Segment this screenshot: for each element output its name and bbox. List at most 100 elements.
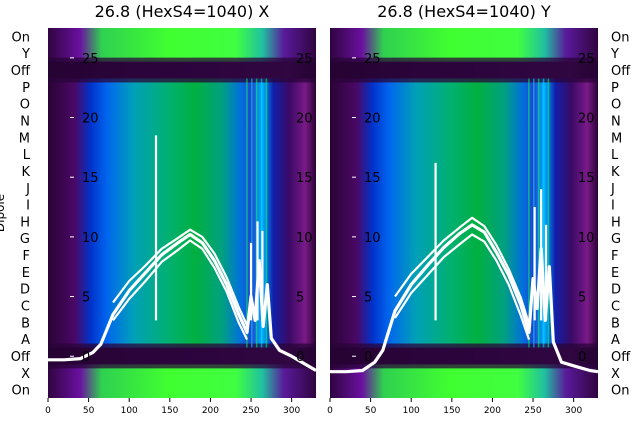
heatmap-row [330, 128, 598, 147]
overlay-tick-label-right: 10 [296, 231, 313, 246]
row-label: P [22, 81, 30, 96]
heatmap [330, 28, 598, 398]
heatmap-row [330, 78, 598, 96]
heatmap-row [48, 213, 316, 231]
heatmap-off-band [330, 57, 598, 83]
row-label: O [611, 98, 621, 113]
heatmap-row [48, 246, 316, 265]
chart-panel-x: 26.8 (HexS4=1040) X 0 0 5 5 10 10 15 15 20 20 25 25 O… [0, 2, 316, 416]
heatmap-row [330, 162, 598, 180]
row-label: L [611, 148, 619, 163]
row-label: On [611, 384, 629, 399]
row-label: D [611, 283, 621, 298]
overlay-tick-label-right: 0 [296, 350, 304, 365]
row-label: X [21, 367, 30, 382]
overlay-series-line [330, 223, 598, 374]
overlay-lines [330, 162, 598, 374]
row-label: K [611, 165, 620, 180]
row-label: M [19, 131, 30, 146]
row-label: Y [610, 47, 619, 62]
chart-title: 26.8 (HexS4=1040) X [95, 2, 270, 21]
row-label: J [610, 182, 615, 197]
overlay-tick-label: 5 [364, 291, 372, 306]
heatmap-row [48, 112, 316, 130]
row-label: I [26, 199, 30, 214]
heatmap-row [330, 179, 598, 197]
overlay-tick-label-right: 20 [578, 112, 595, 127]
heatmap-row [330, 112, 598, 130]
heatmap-row [330, 28, 598, 46]
heatmap-row [48, 381, 316, 398]
x-tick-label: 200 [484, 406, 501, 416]
overlay-tick-label: 25 [364, 52, 381, 67]
row-label: K [21, 165, 30, 180]
overlay-tick-label: 5 [82, 291, 90, 306]
x-tick-label: 250 [242, 406, 259, 416]
overlay-tick-label: 10 [364, 231, 381, 246]
x-tick-label: 300 [565, 406, 582, 416]
row-label: J [25, 182, 30, 197]
overlay-series-line [112, 239, 248, 340]
heatmap-streak [547, 78, 550, 348]
heatmap-row [330, 246, 598, 265]
heatmap-streak [537, 78, 540, 348]
overlay-tick-label-right: 10 [578, 231, 595, 246]
row-label: H [20, 215, 30, 230]
heatmap-off-band [330, 343, 598, 369]
heatmap-row [48, 28, 316, 46]
row-label: On [12, 30, 30, 45]
heatmap-row [330, 364, 598, 382]
chart-panel-y: 26.8 (HexS4=1040) Y 0 0 5 5 10 10 15 15 20 20 25 25 O… [327, 2, 631, 416]
x-tick-label: 0 [327, 406, 333, 416]
row-label: E [611, 266, 619, 281]
row-label: C [611, 300, 620, 315]
overlay-tick-label-right: 5 [578, 291, 586, 306]
row-label: N [611, 115, 621, 130]
heatmap [48, 28, 316, 398]
row-label: Off [11, 350, 31, 365]
row-label: B [21, 316, 30, 331]
overlay-tick-label: 15 [82, 171, 99, 186]
x-tick-label: 100 [121, 406, 138, 416]
chart-title: 26.8 (HexS4=1040) Y [377, 2, 551, 21]
row-label: F [23, 249, 30, 264]
overlay-tick-label: 20 [364, 112, 381, 127]
row-label: B [611, 316, 620, 331]
heatmap-row [330, 95, 598, 113]
heatmap-row [330, 145, 598, 164]
overlay-lines [48, 135, 316, 372]
row-label: E [22, 266, 30, 281]
row-label: X [611, 367, 620, 382]
heatmap-row [330, 196, 598, 214]
heatmap-row [48, 263, 316, 281]
row-label: Off [611, 64, 631, 79]
overlay-tick-label-right: 20 [296, 112, 313, 127]
row-label: A [611, 333, 620, 348]
x-tick-label: 50 [83, 406, 95, 416]
row-label: G [20, 232, 30, 247]
overlay-tick-label: 15 [364, 171, 381, 186]
row-label: C [21, 300, 30, 315]
overlay-tick-label-right: 25 [578, 52, 595, 67]
heatmap-row [330, 229, 598, 248]
heatmap-row [48, 78, 316, 96]
heatmap-streak [255, 78, 258, 348]
x-tick-label: 200 [202, 406, 219, 416]
overlay-tick-label-right: 5 [296, 291, 304, 306]
x-tick-label: 300 [283, 406, 300, 416]
row-label: G [611, 232, 621, 247]
x-tick-label: 150 [443, 406, 460, 416]
overlay-series-line [394, 216, 531, 325]
x-tick-label: 100 [403, 406, 420, 416]
x-tick-label: 50 [365, 406, 377, 416]
overlay-series-line [394, 233, 531, 340]
row-label: F [611, 249, 618, 264]
row-label: O [20, 98, 30, 113]
heatmap-row [48, 95, 316, 113]
heatmap-streak [246, 78, 248, 348]
heatmap-streak [265, 78, 268, 348]
heatmap-row [48, 364, 316, 382]
heatmap-streak [542, 78, 545, 348]
row-label: N [20, 115, 30, 130]
heatmap-row [48, 313, 316, 332]
